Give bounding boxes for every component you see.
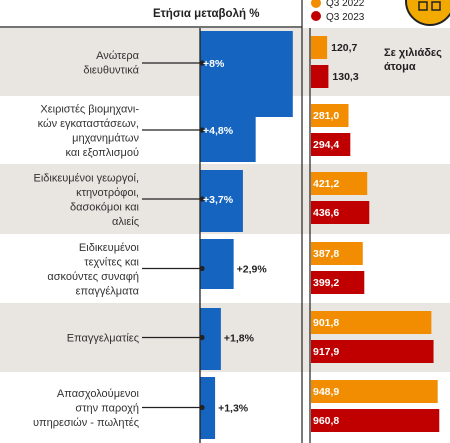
legend-label-q3-2022: Q3 2022 bbox=[326, 0, 365, 9]
value-bar bbox=[311, 271, 365, 294]
connector-dot bbox=[199, 265, 205, 272]
category-label: ασκούντες συναφή bbox=[47, 271, 139, 283]
value-label: 399,2 bbox=[313, 277, 339, 289]
pct-value-label: +1,3% bbox=[218, 403, 249, 415]
units-note-line-2: άτομα bbox=[384, 61, 416, 73]
value-bar bbox=[311, 201, 370, 224]
value-label: 948,9 bbox=[313, 386, 339, 398]
value-label: 130,3 bbox=[332, 71, 358, 83]
legend: Q3 2022 Q3 2023 bbox=[311, 0, 365, 23]
pct-value-label: +4,8% bbox=[203, 125, 234, 137]
category-label: τεχνίτες και bbox=[84, 256, 139, 268]
connector-dot bbox=[199, 404, 205, 411]
pct-bar bbox=[200, 377, 216, 439]
value-label: 436,6 bbox=[313, 207, 339, 219]
value-bar bbox=[311, 133, 351, 156]
value-label: 901,8 bbox=[313, 317, 339, 329]
pct-bar bbox=[200, 170, 243, 232]
category-label: Ειδικευμένοι γεωργοί, bbox=[34, 172, 140, 184]
category-label: Χειριστές βιομηχανι- bbox=[40, 103, 139, 115]
category-label: δασοκόμοι και bbox=[70, 201, 140, 213]
category-label: μηχανημάτων bbox=[72, 132, 139, 144]
category-label: διευθυντικά bbox=[83, 64, 139, 76]
category-label: Ειδικευμένοι bbox=[79, 242, 140, 254]
category-label: υπηρεσιών - πωλητές bbox=[33, 417, 139, 429]
value-bar bbox=[311, 172, 368, 195]
value-label: 120,7 bbox=[331, 42, 357, 54]
connector-dot bbox=[199, 196, 205, 202]
value-bar bbox=[311, 311, 432, 334]
value-bar bbox=[311, 36, 328, 59]
category-label: αλιείς bbox=[112, 216, 139, 228]
value-bar bbox=[311, 104, 349, 127]
pct-value-label: +2,9% bbox=[237, 264, 268, 276]
pct-value-label: +8% bbox=[203, 58, 225, 70]
value-bar bbox=[311, 380, 438, 403]
value-bar bbox=[311, 242, 363, 265]
value-label: 294,4 bbox=[313, 139, 339, 151]
legend-swatch-q3-2023 bbox=[311, 11, 321, 21]
corner-badge-icon bbox=[405, 0, 450, 26]
value-bar bbox=[311, 409, 440, 432]
category-label: κών εγκαταστάσεων, bbox=[38, 118, 139, 130]
value-label: 917,9 bbox=[313, 346, 339, 358]
value-label: 281,0 bbox=[313, 110, 339, 122]
value-bar bbox=[311, 340, 434, 363]
legend-label-q3-2023: Q3 2023 bbox=[326, 12, 365, 23]
value-label: 387,8 bbox=[313, 248, 339, 260]
pct-bar bbox=[200, 239, 234, 289]
pct-column-title: Ετήσια μεταβολή % bbox=[153, 8, 259, 20]
pct-bar bbox=[200, 100, 256, 162]
units-note-line-1: Σε χιλιάδες bbox=[384, 47, 442, 59]
value-bars: 120,7 130,3 281,0 294,4 421,2 436,6 387,8 399,2… bbox=[311, 36, 440, 432]
connector-dot bbox=[199, 60, 205, 66]
value-label: 960,8 bbox=[313, 415, 339, 427]
legend-swatch-q3-2022 bbox=[311, 0, 321, 8]
pct-value-label: +1,8% bbox=[224, 333, 255, 345]
category-label: κτηνοτρόφοι, bbox=[76, 187, 139, 199]
category-label: στην παροχή bbox=[75, 403, 139, 415]
pct-bars: Ανώτερα διευθυντικά +8% Χειριστές βιομηχανι… bbox=[33, 31, 293, 439]
category-label: Επαγγελματίες bbox=[67, 333, 139, 345]
category-label: και εξοπλισμού bbox=[65, 147, 139, 159]
category-label: Ανώτερα bbox=[96, 50, 140, 62]
pct-value-label: +3,7% bbox=[203, 194, 234, 206]
value-bar bbox=[311, 65, 329, 88]
connector-dot bbox=[199, 334, 205, 341]
value-label: 421,2 bbox=[313, 178, 339, 190]
connector-dot bbox=[199, 127, 205, 133]
category-label: Απασχολούμενοι bbox=[57, 388, 140, 400]
category-label: επαγγέλματα bbox=[76, 285, 140, 297]
pct-bar bbox=[200, 308, 221, 370]
